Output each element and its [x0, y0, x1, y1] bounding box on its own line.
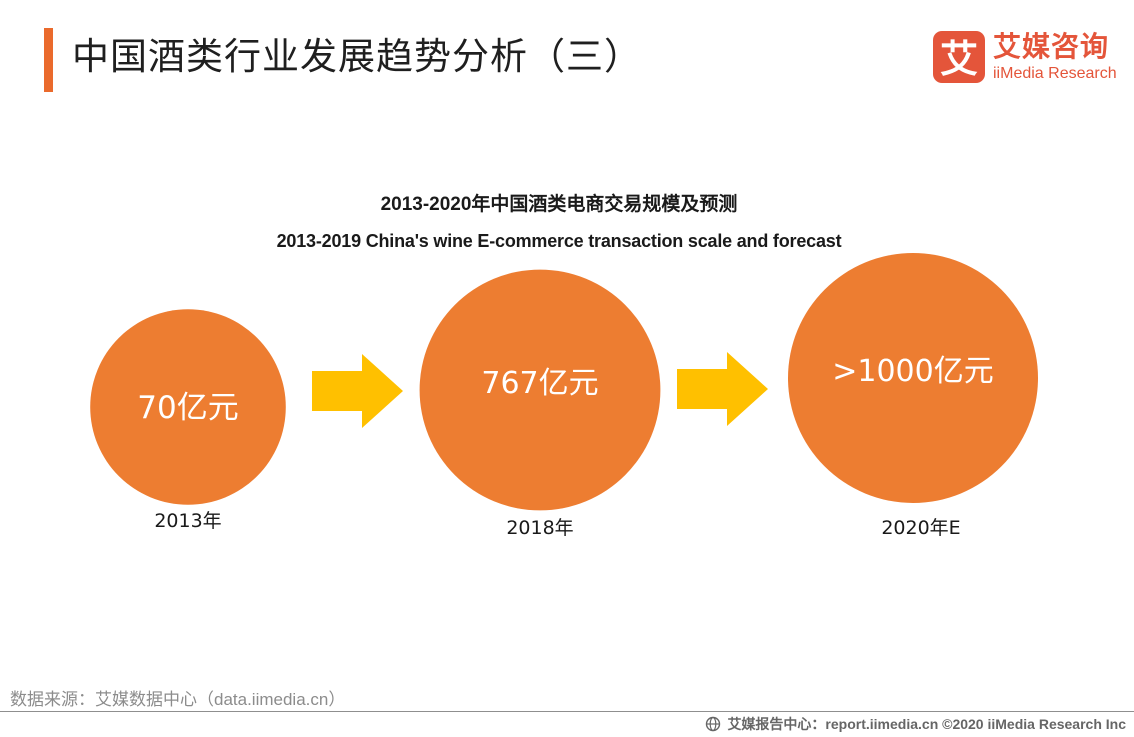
- data-source: 数据来源：艾媒数据中心（data.iimedia.cn）: [10, 690, 346, 709]
- brand-logo: 艾 艾媒咨询 iiMedia Research: [933, 31, 1123, 85]
- bubble-0: [90, 309, 286, 505]
- chart-subtitle: 2013-2019 China's wine E-commerce transa…: [276, 231, 842, 251]
- logo-mark: 艾: [933, 31, 985, 83]
- bubble-2: [788, 253, 1038, 503]
- arrow-icon-1: [677, 352, 768, 426]
- bubble-1: [419, 269, 661, 511]
- logo-text-en: iiMedia Research: [993, 65, 1117, 82]
- bubble-value-label-1: 767亿元: [481, 366, 598, 401]
- logo-text-cn: 艾媒咨询: [993, 31, 1110, 62]
- bubble-value-label-0: 70亿元: [137, 390, 238, 426]
- svg-text:艾: 艾: [940, 37, 978, 81]
- category-label-0: 2013年: [154, 510, 221, 532]
- arrow-icon-0: [312, 354, 403, 428]
- bubble-value-label-2: >1000亿元: [832, 354, 993, 389]
- chart-title: 2013-2020年中国酒类电商交易规模及预测: [380, 194, 738, 215]
- footer-divider: [0, 711, 1134, 712]
- category-label-1: 2018年: [506, 517, 573, 539]
- logo-mark-glyph: 艾: [940, 37, 978, 81]
- category-label-2: 2020年E: [881, 517, 960, 539]
- page-title: 中国酒类行业发展趋势分析（三）: [72, 36, 642, 77]
- footer: 艾媒报告中心：report.iimedia.cn ©2020 iiMedia R…: [705, 713, 1126, 735]
- footer-text: 艾媒报告中心：report.iimedia.cn ©2020 iiMedia R…: [727, 716, 1126, 732]
- globe-icon: [706, 716, 721, 732]
- title-accent-bar: [44, 28, 53, 92]
